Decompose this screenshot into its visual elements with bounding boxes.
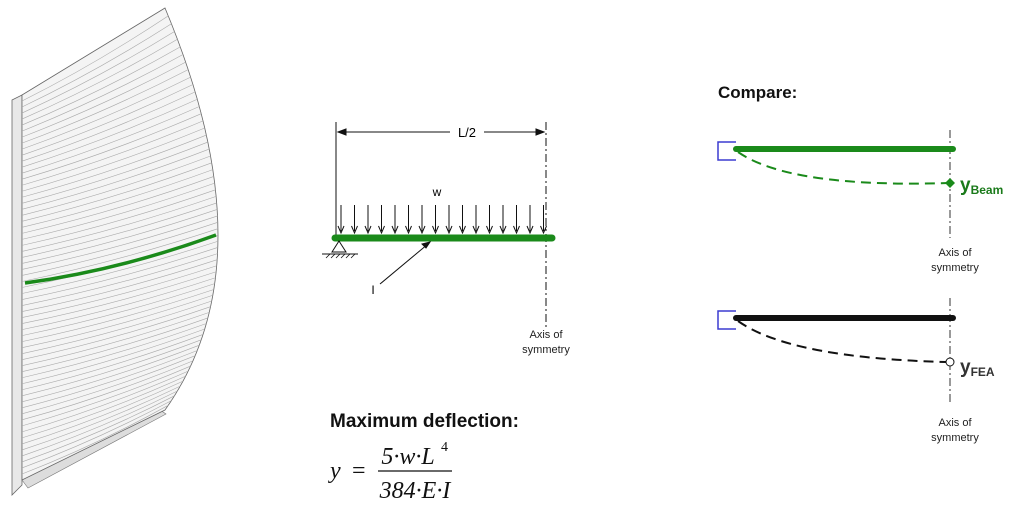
inertia-label: I — [371, 283, 374, 297]
axis-label: Axis of — [938, 417, 972, 429]
diagram: L/2 w I Axis of symmetry Maximum deflect… — [0, 0, 1011, 508]
deflection-point — [946, 358, 954, 366]
symbol: y — [960, 175, 971, 196]
subscript: Beam — [971, 183, 1004, 197]
formula-equals: = — [352, 458, 366, 484]
span-label: L/2 — [458, 125, 476, 140]
axis-label: Axis of — [529, 329, 563, 341]
load-label: w — [432, 185, 442, 199]
axis-label: symmetry — [931, 432, 979, 444]
compare-title: Compare: — [718, 83, 797, 102]
model-edge-plate — [12, 95, 22, 495]
axis-label: symmetry — [931, 262, 979, 274]
axis-label: Axis of — [938, 247, 972, 259]
symbol: y — [960, 357, 971, 378]
formula-lhs: y — [328, 458, 341, 484]
formula-exponent: 4 — [441, 440, 448, 455]
formula-title: Maximum deflection: — [330, 411, 519, 432]
axis-label: symmetry — [522, 344, 570, 356]
formula-numerator: 5·w·L — [381, 444, 434, 470]
formula-denominator: 384·E·I — [379, 478, 452, 504]
subscript: FEA — [971, 365, 995, 379]
